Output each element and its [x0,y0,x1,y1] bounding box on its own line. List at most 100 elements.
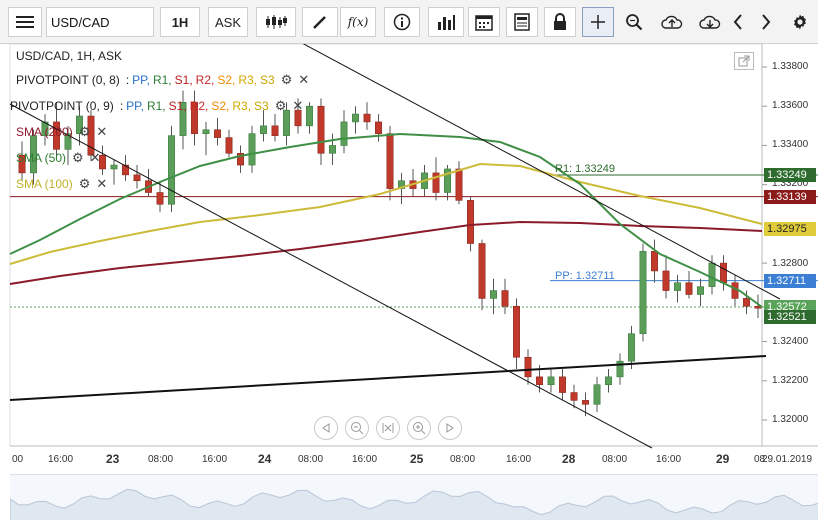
candle-body [87,115,95,156]
pivot1-s1: S1, [174,73,193,87]
pivot2-r2: R2, [189,99,209,113]
candle-body [317,105,325,154]
upload-button[interactable] [658,7,686,37]
pivot1-gear-icon[interactable]: ⚙ [280,72,293,87]
sma100-line [9,162,763,265]
candles-icon [266,15,287,29]
popout-button[interactable] [734,52,754,70]
zoom-out-button[interactable] [345,416,369,440]
fx-icon: f(x) [347,15,369,29]
legend-pivot1[interactable]: PIVOTPOINT (0, 8) : PP, R1, S1, R2, S2, … [16,72,309,88]
bars-button[interactable] [428,7,464,37]
interval-button[interactable]: 1H [160,7,200,37]
triangle-left-icon [322,423,330,433]
menu-button[interactable] [8,7,42,37]
info-button[interactable] [384,7,420,37]
low-price-tag: 1.32521 [764,310,816,324]
price-axis-label: 1.32800 [772,258,809,269]
lock-button[interactable] [544,7,576,37]
symbol-value: USD/CAD [51,14,110,30]
menu-icon [16,16,34,28]
bars-icon [438,15,455,30]
candle-body [41,121,49,136]
legend-title: USD/CAD, 1H, ASK [16,48,122,64]
calendar-button[interactable] [468,7,500,37]
pivot2-close-icon[interactable]: ✕ [292,98,304,113]
candle-body [593,384,601,405]
time-axis-label: 16:00 [656,454,682,465]
time-axis-label: 08:00 [298,454,324,465]
download-button[interactable] [696,7,724,37]
fit-icon [382,423,394,433]
news-button[interactable] [506,7,538,37]
scroll-right-button[interactable] [438,416,462,440]
candle-body [237,152,244,166]
price-axis-label: 1.32400 [772,336,809,347]
candle-body [501,290,509,307]
legend-sma100[interactable]: SMA (100) ⚙ ✕ [16,176,107,192]
chart-type-button[interactable] [256,7,296,37]
zoom-out-icon [351,422,364,435]
pivot2-gear-icon[interactable]: ⚙ [274,98,287,113]
zoom-button[interactable] [620,7,648,37]
chart-area[interactable]: USD/CAD, 1H, ASK PIVOTPOINT (0, 8) : PP,… [0,44,818,520]
time-axis-label: 16:00 [48,454,74,465]
pivot2-r3: R3, [232,99,252,113]
fx-button[interactable]: f(x) [340,7,376,37]
candle-body [490,290,497,299]
candle-body [455,168,463,201]
symbol-input[interactable]: USD/CAD [46,7,154,37]
legend-pivot2[interactable]: PIVOTPOINT (0, 9) : PP, R1, S1, R2, S2, … [10,98,303,114]
settings-button[interactable] [786,7,814,37]
popout-icon [738,55,750,67]
pivot1-pp: PP, [132,73,150,87]
legend-sma200[interactable]: SMA (200) ⚙ ✕ [16,124,107,140]
price-type-button[interactable]: ASK [208,7,248,37]
sma50-close-icon[interactable]: ✕ [89,150,101,165]
candle-body [674,282,681,291]
legend-sma50[interactable]: SMA (50) ⚙ ✕ [16,150,101,166]
sma100-price-tag: 1.32975 [764,222,816,236]
trend-line-lower [9,103,653,449]
sma200-gear-icon[interactable]: ⚙ [78,124,91,139]
sma50-gear-icon[interactable]: ⚙ [72,150,84,165]
reset-zoom-button[interactable] [376,416,400,440]
pivot2-s2: S2, [211,99,230,113]
candle-body [697,286,704,295]
crosshair-button[interactable] [582,7,614,37]
candle-body [122,164,129,176]
candle-body [375,121,382,134]
lock-icon [554,13,566,30]
draw-button[interactable] [302,7,338,37]
sma50-line [9,132,763,308]
pivot1-close-icon[interactable]: ✕ [298,72,310,87]
prev-button[interactable] [724,7,752,37]
candle-body [432,172,440,193]
navigator[interactable] [10,474,818,520]
sma200-line [9,220,763,285]
sma200-close-icon[interactable]: ✕ [96,124,108,139]
chevron-right-icon [762,14,771,30]
price-axis-label: 1.33800 [772,61,809,72]
time-axis-label: 08:00 [450,454,476,465]
navigator-sparkline [10,488,818,520]
sma100-close-icon[interactable]: ✕ [96,176,108,191]
sma100-gear-icon[interactable]: ⚙ [78,176,91,191]
zoom-in-button[interactable] [407,416,431,440]
candle-body [191,101,198,134]
price-chart[interactable] [0,44,818,520]
candle-body [386,133,394,189]
pivot1-s3: S3 [260,73,275,87]
time-axis-label: 28 [562,452,576,466]
candle-body [99,154,106,170]
time-axis-label: 23 [106,452,120,466]
time-axis-label: 00 [12,454,24,465]
price-axis-label: 1.33600 [772,100,809,111]
next-button[interactable] [752,7,780,37]
scroll-left-button[interactable] [314,416,338,440]
pivot2-pp: PP, [126,99,144,113]
candle-body [214,129,221,138]
info-icon [393,13,411,31]
price-axis-label: 1.33400 [772,139,809,150]
pivot2-sep: : [119,99,124,113]
